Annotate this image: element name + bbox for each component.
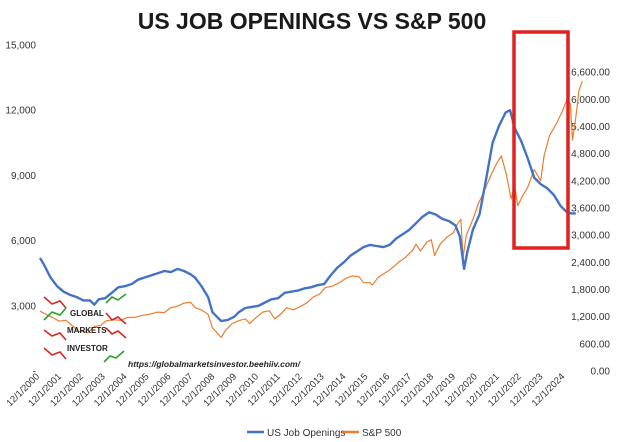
watermark-line-1: GLOBAL <box>70 309 104 318</box>
right-tick-label: 6,600.00 <box>571 68 610 79</box>
down-arrow-icon <box>43 329 67 341</box>
left-tick-label: 3,000 <box>11 301 36 312</box>
series-line-sp500 <box>39 80 583 339</box>
left-axis: 15,000 12,000 9,000 6,000 3,000 - <box>5 41 36 378</box>
right-tick-label: 3,600.00 <box>571 204 610 215</box>
right-tick-label: 4,200.00 <box>571 176 610 187</box>
watermark-url[interactable]: https://globalmarketsinvestor.beehiiv.co… <box>128 359 302 369</box>
down-arrow-icon <box>105 312 127 325</box>
left-tick-label: 6,000 <box>11 236 36 247</box>
legend-label-sp500: S&P 500 <box>362 428 402 439</box>
watermark-logo: GLOBAL MARKETS INVESTOR https://globalma… <box>43 293 302 369</box>
chart-title: US JOB OPENINGS VS S&P 500 <box>138 8 487 34</box>
right-tick-label: 600.00 <box>579 339 610 350</box>
right-tick-label: 5,400.00 <box>571 122 610 133</box>
right-tick-label: 0.00 <box>591 367 611 378</box>
down-arrow-icon <box>43 296 67 309</box>
left-tick-label: 15,000 <box>5 41 36 52</box>
watermark-line-2: MARKETS <box>67 326 107 335</box>
left-tick-label: 12,000 <box>5 106 36 117</box>
right-tick-label: 2,400.00 <box>571 258 610 269</box>
left-tick-label: - <box>33 367 36 378</box>
left-tick-label: 9,000 <box>11 171 36 182</box>
series-line-job-openings <box>38 108 576 323</box>
right-tick-label: 6,000.00 <box>571 95 610 106</box>
up-arrow-icon <box>105 293 127 304</box>
legend: US Job Openings S&P 500 <box>247 428 402 439</box>
down-arrow-icon <box>43 347 67 360</box>
right-tick-label: 4,800.00 <box>571 149 610 160</box>
right-tick-label: 1,800.00 <box>571 285 610 296</box>
up-arrow-icon <box>43 307 67 321</box>
x-axis: 12/1/200012/1/200112/1/200212/1/200312/1… <box>4 371 567 409</box>
highlight-box <box>512 30 570 250</box>
right-tick-label: 3,000.00 <box>571 231 610 242</box>
up-arrow-icon <box>103 350 125 363</box>
watermark-line-3: INVESTOR <box>67 344 108 353</box>
legend-label-job-openings: US Job Openings <box>267 428 345 439</box>
right-axis: 6,600.00 6,000.00 5,400.00 4,800.00 4,200.00… <box>571 68 610 378</box>
plot-area <box>38 80 583 339</box>
right-tick-label: 1,200.00 <box>571 312 610 323</box>
down-arrow-icon <box>105 327 127 339</box>
